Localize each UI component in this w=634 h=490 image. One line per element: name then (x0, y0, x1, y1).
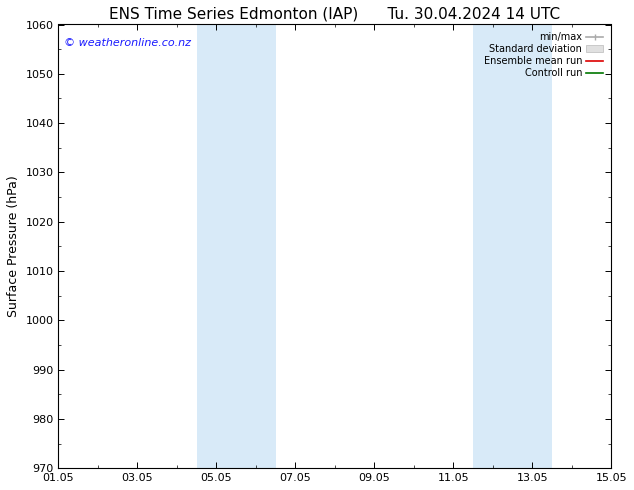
Bar (473, 24, 552, 468)
Bar (197, 24, 276, 468)
Y-axis label: Surface Pressure (hPa): Surface Pressure (hPa) (7, 175, 20, 317)
Title: ENS Time Series Edmonton (IAP)      Tu. 30.04.2024 14 UTC: ENS Time Series Edmonton (IAP) Tu. 30.04… (109, 7, 560, 22)
Legend: min/max, Standard deviation, Ensemble mean run, Controll run: min/max, Standard deviation, Ensemble me… (481, 29, 606, 81)
Text: © weatheronline.co.nz: © weatheronline.co.nz (64, 38, 191, 48)
